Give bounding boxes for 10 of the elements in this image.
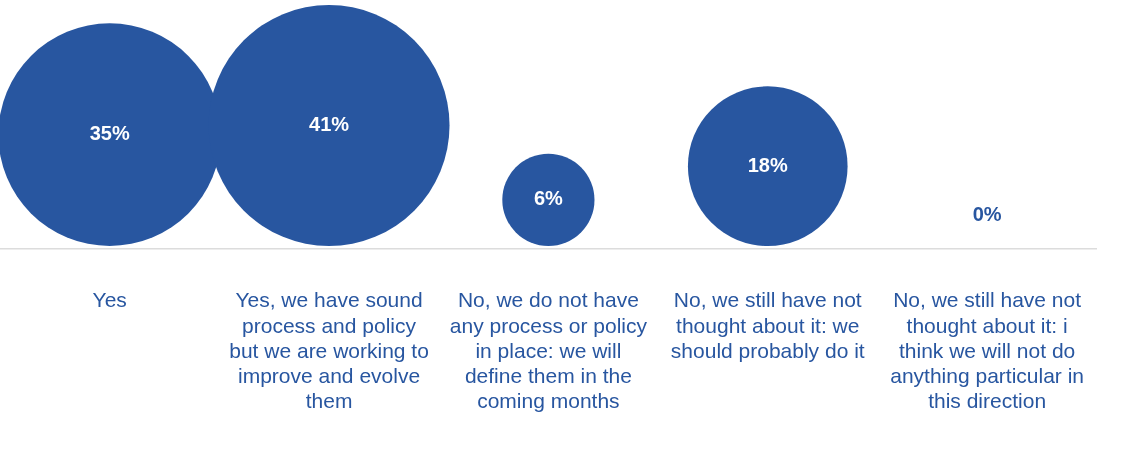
data-label: 6%	[533, 187, 564, 210]
category-label: No, we still have not thought about it: we should probably do it	[670, 288, 865, 362]
data-label: 35%	[89, 122, 130, 145]
category-label: Yes	[92, 288, 127, 312]
data-label: 0%	[972, 202, 1002, 225]
category-label: Yes, we have sound process and policy but we are working to improve and evolve them	[229, 288, 429, 413]
data-label: 41%	[309, 113, 350, 136]
category-label: No, we do not have any process or policy in place: we will define them in the coming months	[449, 288, 648, 413]
data-label: 18%	[747, 153, 788, 176]
category-label: No, we still have not thought about it: i think we will not do anything particular in this direction	[890, 288, 1084, 413]
